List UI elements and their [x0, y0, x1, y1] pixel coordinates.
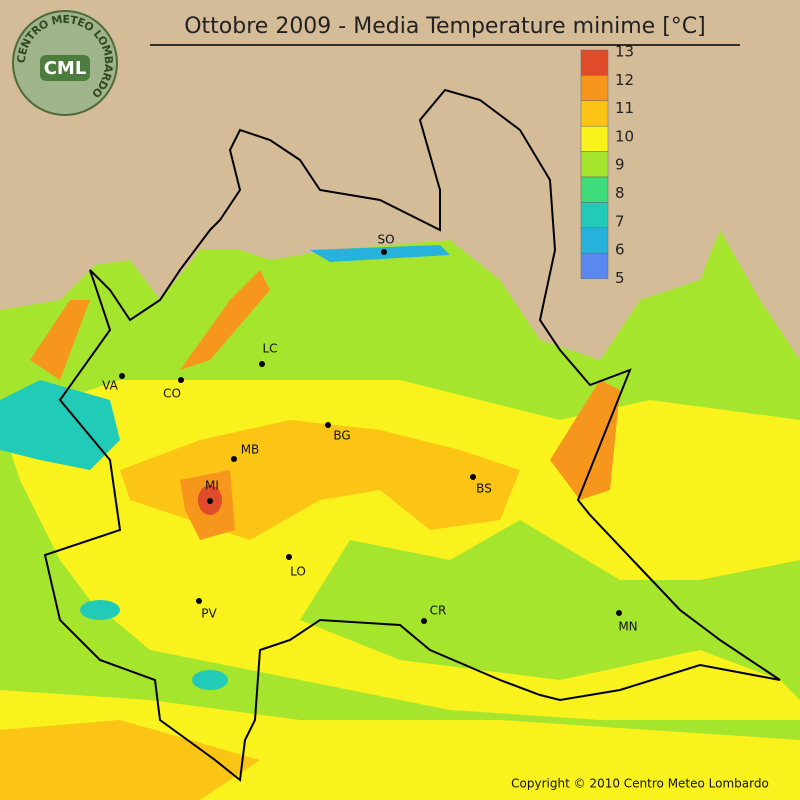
city-label: SO: [377, 233, 394, 247]
logo-abbr: CML: [44, 58, 87, 79]
city-dot: [119, 373, 125, 379]
city-dot: [421, 618, 427, 624]
legend-swatch: [580, 75, 609, 102]
legend-label: 13: [615, 43, 634, 61]
city-dot: [616, 610, 622, 616]
city-dot: [178, 377, 184, 383]
legend-label: 12: [615, 71, 634, 89]
city-label: LO: [290, 565, 306, 579]
field-teal: [0, 380, 120, 470]
legend-swatch: [580, 202, 609, 229]
legend-label: 7: [615, 212, 625, 230]
valtellina: [310, 245, 450, 262]
title: Ottobre 2009 - Media Temperature minime …: [184, 14, 706, 39]
city-dot: [325, 422, 331, 428]
city-label: MB: [241, 443, 260, 457]
legend-swatch: [580, 49, 609, 76]
field-orange-south: [0, 720, 260, 800]
city-label: LC: [262, 342, 277, 356]
legend-swatch: [580, 125, 609, 152]
copyright: Copyright © 2010 Centro Meteo Lombardo: [511, 777, 769, 791]
legend-label: 5: [615, 269, 625, 287]
como-hot: [180, 270, 270, 370]
region-border: [43, 88, 781, 782]
legend-swatch: [580, 227, 609, 254]
legend-swatch: [580, 176, 609, 203]
cold-spot: [192, 670, 228, 690]
legend-label: 9: [615, 156, 625, 174]
legend-label: 10: [615, 127, 634, 145]
city-dot: [286, 554, 292, 560]
legend-label: 11: [615, 99, 634, 117]
city-dot: [231, 456, 237, 462]
city-label: CR: [430, 604, 447, 618]
city-dot: [470, 474, 476, 480]
city-dot: [259, 361, 265, 367]
city-label: BG: [333, 429, 350, 443]
legend-label: 8: [615, 184, 625, 202]
city-label: CO: [163, 387, 181, 401]
legend-swatch: [580, 151, 609, 178]
lake-hot: [30, 300, 90, 380]
city-dot: [196, 598, 202, 604]
city-label: MI: [205, 479, 219, 493]
logo-plate: [40, 55, 90, 81]
city-dot: [207, 498, 213, 504]
legend-swatch: [580, 252, 609, 279]
city-label: VA: [102, 379, 118, 393]
city-label: MN: [618, 620, 637, 634]
legend-swatch: [580, 100, 609, 127]
garda-hot: [550, 380, 620, 500]
cold-spot: [80, 600, 120, 620]
city-label: PV: [201, 607, 217, 621]
legend-label: 6: [615, 241, 625, 259]
city-dot: [381, 249, 387, 255]
city-label: BS: [476, 482, 492, 496]
